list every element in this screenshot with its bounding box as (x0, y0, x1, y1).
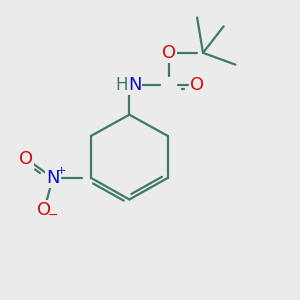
Text: −: − (48, 209, 58, 222)
Text: O: O (37, 201, 51, 219)
Text: O: O (162, 44, 176, 62)
Text: H: H (115, 76, 128, 94)
Text: +: + (56, 167, 66, 176)
Text: N: N (128, 76, 141, 94)
Text: O: O (190, 76, 204, 94)
Text: N: N (46, 169, 60, 187)
Text: O: O (19, 150, 33, 168)
